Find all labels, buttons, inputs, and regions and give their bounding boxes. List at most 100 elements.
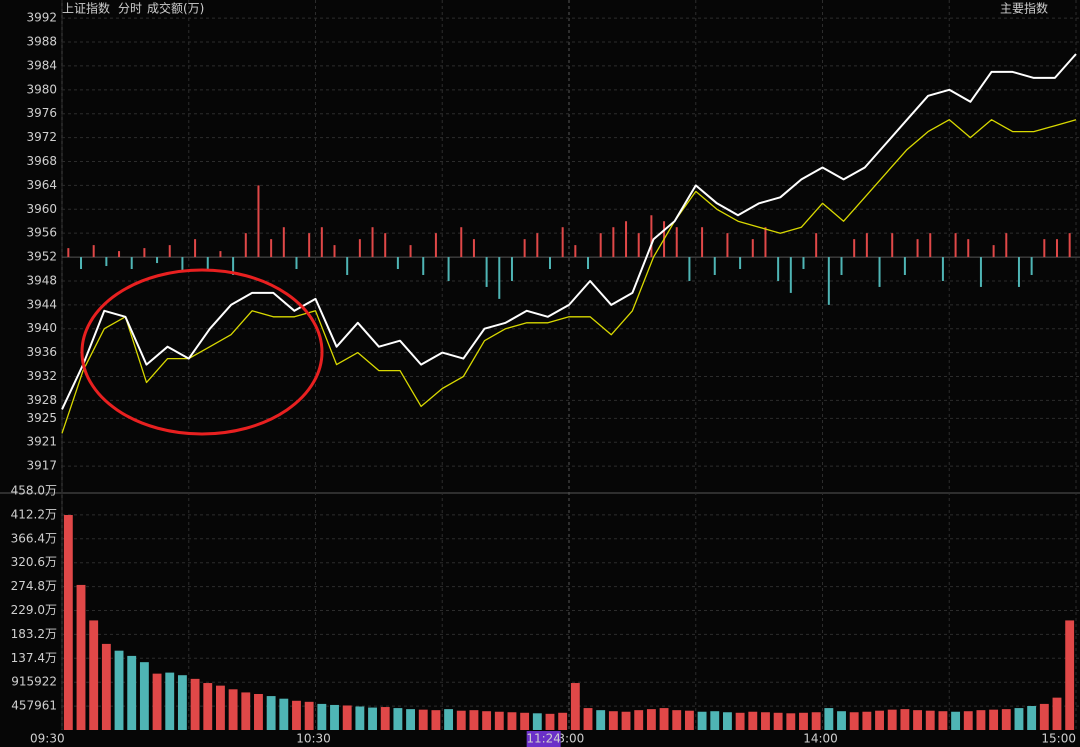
volume-bar bbox=[1065, 620, 1075, 730]
highlight-circle bbox=[80, 268, 324, 436]
strength-bar bbox=[1005, 233, 1008, 258]
strength-bar bbox=[384, 233, 387, 258]
strength-bar bbox=[587, 257, 590, 270]
volume-bar bbox=[304, 701, 314, 730]
strength-bar bbox=[675, 227, 678, 258]
strength-bar bbox=[688, 257, 691, 281]
strength-bar bbox=[751, 239, 754, 258]
strength-bar bbox=[257, 185, 260, 258]
strength-bar bbox=[777, 257, 780, 281]
volume-bar bbox=[1014, 708, 1024, 730]
volume-bar bbox=[773, 712, 783, 730]
strength-bar bbox=[701, 227, 704, 258]
cursor-label: 11:24 bbox=[526, 732, 561, 746]
strength-bar bbox=[815, 233, 818, 258]
volume-bar bbox=[672, 710, 682, 730]
strength-bar bbox=[295, 257, 298, 270]
volume-bar bbox=[456, 710, 466, 730]
volume-bar bbox=[127, 655, 137, 730]
mode-tab[interactable]: 分时 bbox=[118, 2, 142, 16]
volume-bar bbox=[608, 711, 618, 730]
strength-bar bbox=[358, 239, 361, 258]
volume-bar bbox=[545, 713, 555, 730]
y-tick-label: 3980 bbox=[26, 82, 57, 96]
index-name: 上证指数 bbox=[62, 1, 110, 16]
strength-bar bbox=[308, 233, 311, 258]
volume-unit: 成交额(万) bbox=[147, 1, 204, 16]
y-tick-label: 3992 bbox=[26, 11, 57, 25]
y-tick-label: 3940 bbox=[26, 321, 57, 335]
strength-bar bbox=[612, 227, 615, 258]
volume-bar bbox=[228, 689, 238, 730]
volume-bar bbox=[279, 698, 289, 730]
y-tick-label: 3968 bbox=[26, 154, 57, 168]
strength-bar bbox=[726, 233, 729, 258]
volume-bar bbox=[393, 708, 403, 730]
volume-bar bbox=[1027, 705, 1037, 730]
strength-bar bbox=[891, 233, 894, 258]
strength-bar bbox=[156, 257, 159, 264]
strength-bar bbox=[320, 227, 323, 258]
volume-bar bbox=[368, 707, 377, 730]
volume-bar bbox=[494, 711, 504, 730]
y-tick-label: 3960 bbox=[26, 202, 57, 216]
strength-bar bbox=[941, 257, 944, 281]
main-index-button[interactable]: 主要指数 bbox=[1000, 1, 1048, 16]
volume-tick-label: 412.2万 bbox=[11, 507, 57, 521]
y-tick-label: 3956 bbox=[26, 226, 57, 240]
strength-bar bbox=[282, 227, 285, 258]
volume-bar bbox=[811, 712, 821, 730]
strength-bar bbox=[637, 233, 640, 258]
strength-bar bbox=[460, 227, 463, 258]
volume-bar bbox=[469, 710, 479, 730]
strength-bar bbox=[713, 257, 716, 275]
strength-bar bbox=[599, 233, 602, 258]
y-tick-label: 3925 bbox=[26, 411, 57, 425]
volume-bar bbox=[177, 675, 187, 730]
volume-bar bbox=[266, 696, 276, 730]
strength-bar bbox=[1017, 257, 1020, 287]
volume-bar bbox=[406, 709, 415, 730]
y-tick-label: 3964 bbox=[26, 178, 57, 192]
volume-bar bbox=[114, 650, 124, 730]
strength-bar bbox=[270, 239, 273, 258]
volume-bar bbox=[646, 709, 656, 730]
volume-bar bbox=[330, 704, 339, 730]
strength-bar bbox=[67, 248, 70, 258]
volume-bar bbox=[634, 710, 644, 730]
strength-bar bbox=[92, 245, 95, 258]
volume-bar bbox=[748, 711, 758, 730]
volume-tick-label: 457961 bbox=[11, 699, 57, 713]
volume-bar bbox=[380, 707, 390, 730]
volume-bar bbox=[621, 711, 631, 730]
volume-tick-label: 137.4万 bbox=[11, 651, 57, 665]
strength-bar bbox=[574, 245, 577, 258]
strength-bar bbox=[409, 245, 412, 258]
volume-tick-label: 229.0万 bbox=[11, 603, 57, 617]
strength-bar bbox=[498, 257, 501, 299]
y-tick-label: 3984 bbox=[26, 58, 57, 72]
x-tick-label: 14:00 bbox=[803, 732, 838, 746]
strength-bar bbox=[447, 257, 450, 281]
price-line bbox=[61, 119, 1077, 434]
strength-bar bbox=[1068, 233, 1071, 258]
volume-bar bbox=[241, 692, 251, 730]
volume-bar bbox=[723, 712, 732, 730]
volume-bar bbox=[431, 710, 441, 730]
strength-bar bbox=[802, 257, 805, 270]
price-line bbox=[61, 53, 1077, 410]
strength-bar bbox=[929, 233, 932, 258]
volume-bar bbox=[697, 711, 707, 730]
y-tick-label: 3976 bbox=[26, 106, 57, 120]
volume-bar bbox=[1052, 697, 1062, 730]
x-tick-label: 09:30 bbox=[30, 732, 65, 746]
strength-bar bbox=[789, 257, 792, 293]
y-tick-label: 3972 bbox=[26, 130, 57, 144]
volume-bar bbox=[761, 712, 770, 730]
volume-bar bbox=[165, 672, 175, 730]
y-tick-label: 3932 bbox=[26, 369, 57, 383]
strength-bar bbox=[219, 251, 222, 258]
volume-bar bbox=[710, 711, 720, 730]
